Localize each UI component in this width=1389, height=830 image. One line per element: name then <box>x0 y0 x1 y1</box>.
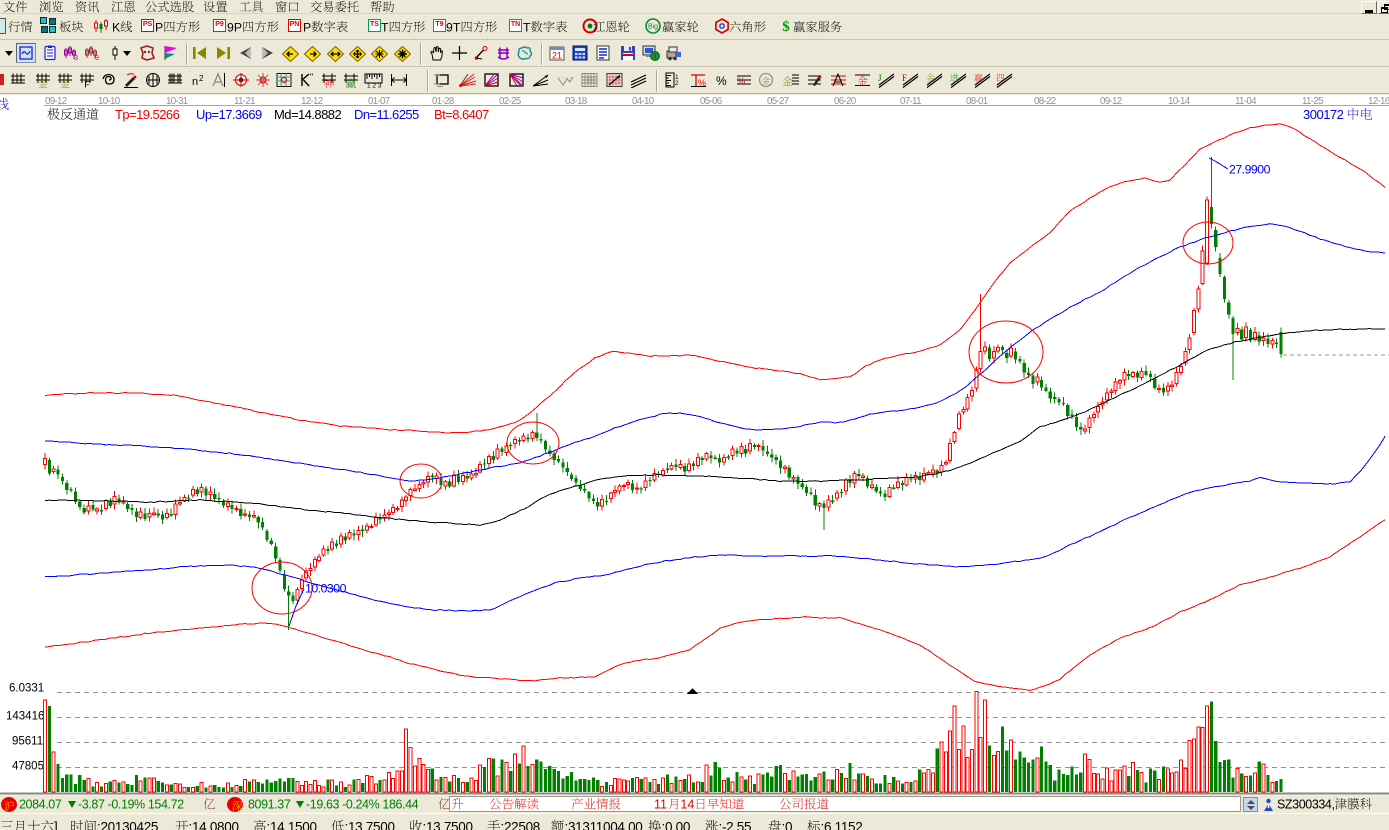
svg-text:21: 21 <box>552 51 562 61</box>
svg-text:%: % <box>698 78 706 88</box>
svg-text:J: J <box>878 73 882 83</box>
svg-text:9: 9 <box>95 55 99 61</box>
svg-text:n: n <box>192 76 198 88</box>
svg-text:Big: Big <box>648 24 658 31</box>
svg-text:%: % <box>737 76 745 86</box>
svg-text:": " <box>310 72 313 82</box>
svg-text:1: 1 <box>675 74 679 81</box>
svg-text:2: 2 <box>675 80 679 87</box>
svg-text:F: F <box>84 80 90 89</box>
svg-text:3: 3 <box>74 55 78 61</box>
svg-text:$: $ <box>782 19 790 35</box>
svg-text:F: F <box>902 73 907 83</box>
svg-text:2: 2 <box>199 74 204 83</box>
svg-text:1 2 3: 1 2 3 <box>367 83 382 89</box>
svg-text:%: % <box>716 74 727 88</box>
